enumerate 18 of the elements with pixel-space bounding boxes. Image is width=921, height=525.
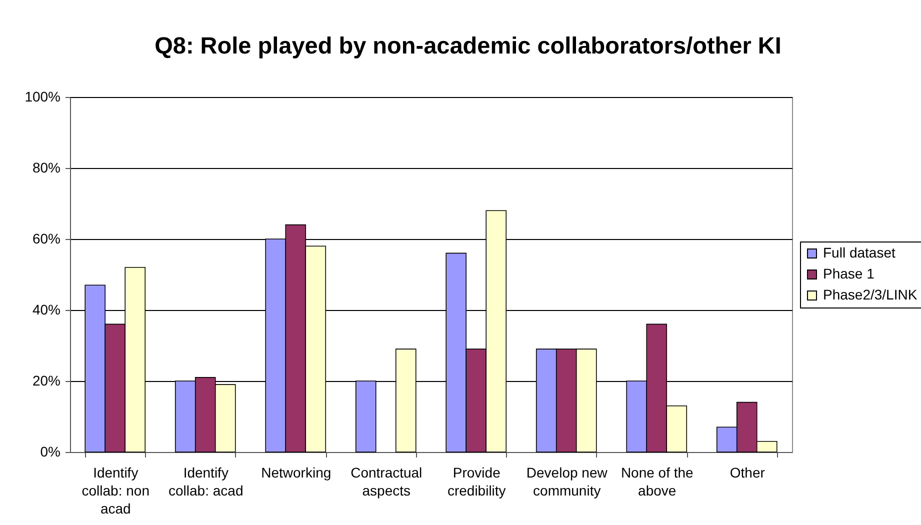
x-tick-label: Develop new community — [526, 464, 608, 498]
x-tick-label: Networking — [261, 464, 332, 480]
x-tick-label: Identify collab: acad — [168, 464, 244, 498]
x-tick-label: Contractual aspects — [350, 464, 422, 498]
y-tick-label: 100% — [24, 88, 60, 104]
legend-label: Phase2/3/LINK — [823, 286, 918, 302]
y-tick-label: 60% — [32, 230, 60, 246]
x-tick-label: None of the above — [620, 464, 694, 498]
legend-label: Phase 1 — [823, 266, 875, 282]
y-tick-label: 20% — [32, 372, 60, 388]
x-tick-label: Other — [730, 464, 766, 480]
y-tick-label: 0% — [40, 444, 60, 460]
y-tick-label: 40% — [32, 302, 60, 318]
x-tick-label: Identify collab: non acad — [82, 464, 150, 516]
y-tick-label: 80% — [32, 160, 60, 176]
legend-label: Full dataset — [823, 244, 896, 260]
x-tick-label: Provide credibility — [447, 464, 506, 498]
chart-title: Q8: Role played by non-academic collaborators/other KI — [154, 32, 782, 58]
